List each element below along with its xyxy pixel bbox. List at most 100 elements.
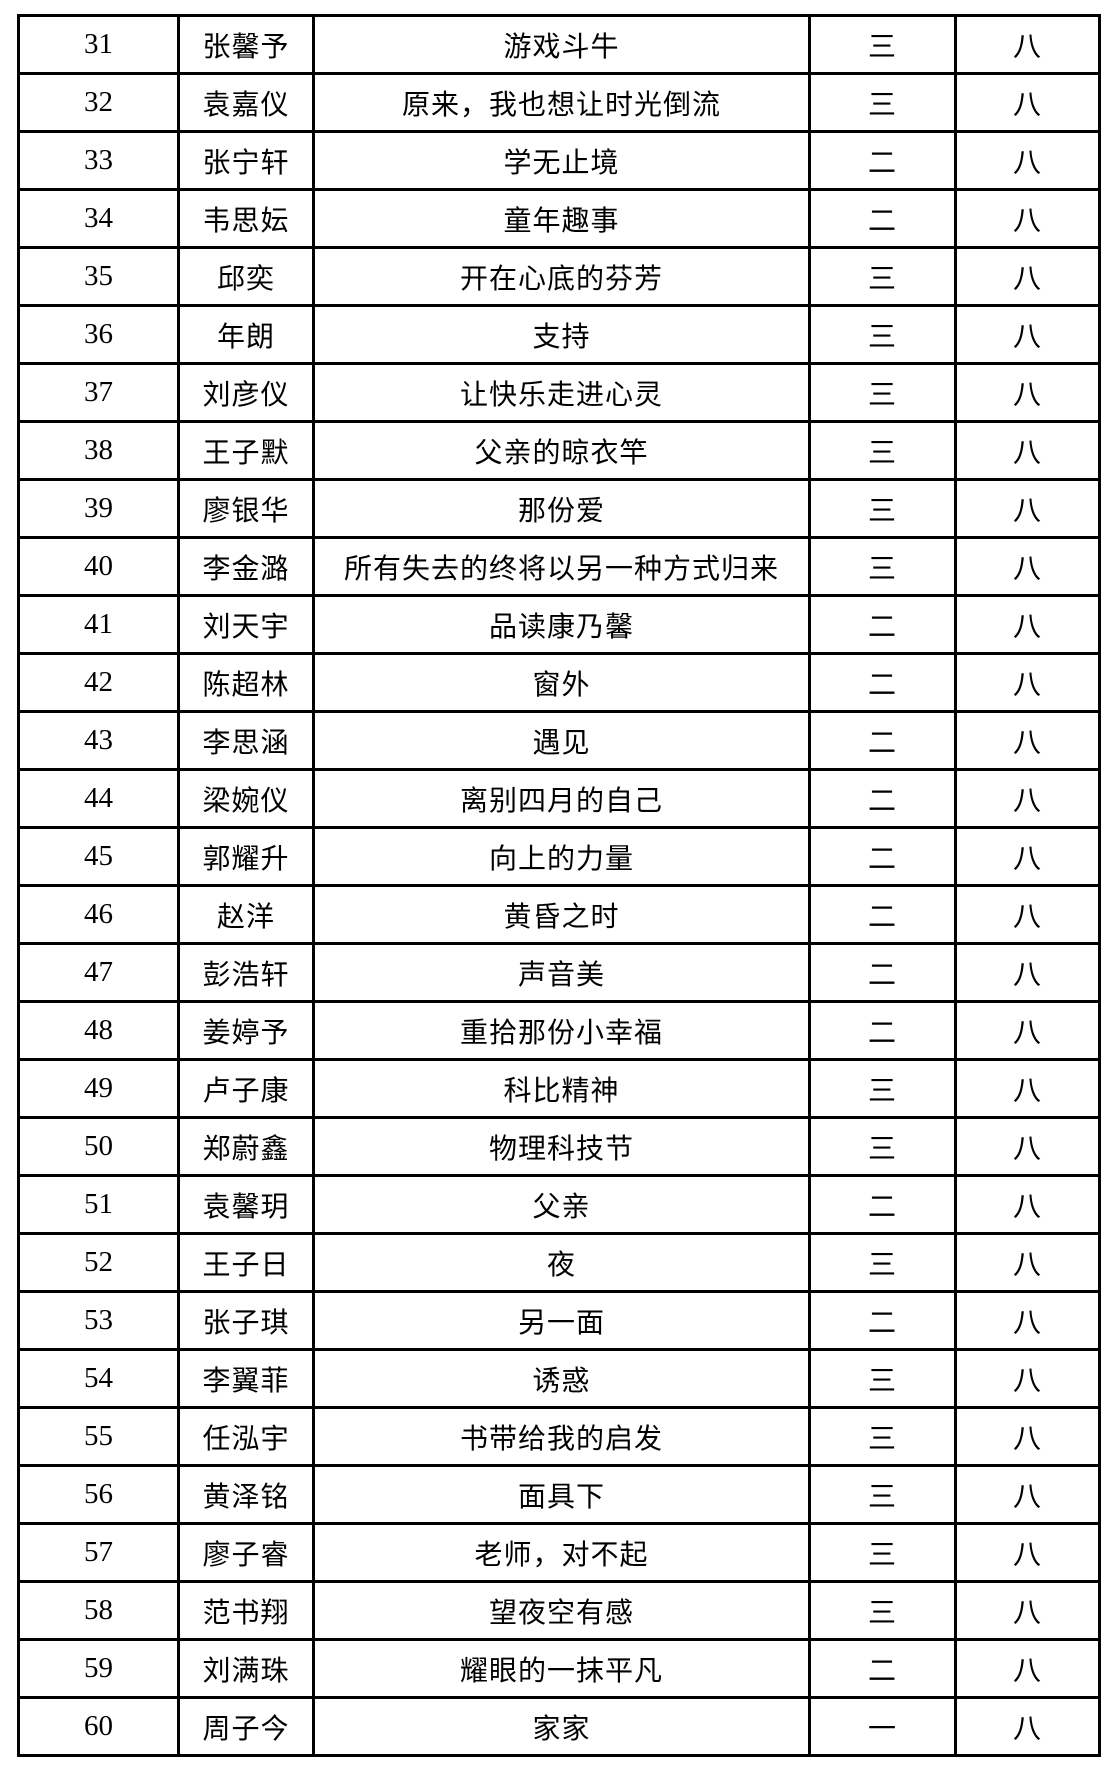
student-name-cell: 年朗 [177, 304, 315, 365]
award-level-cell: 二 [808, 710, 957, 771]
student-name-cell: 任泓宇 [177, 1406, 315, 1467]
grade-cell: 八 [954, 594, 1101, 655]
table-row: 36 年朗 支持三八 [17, 304, 1101, 365]
essay-title-cell: 书带给我的启发 [312, 1406, 811, 1467]
table-row: 57 廖子睿 老师，对不起三八 [17, 1522, 1101, 1583]
table-row: 47 彭浩轩 声音美二八 [17, 942, 1101, 1003]
student-name-cell: 刘天宇 [177, 594, 315, 655]
row-number-cell: 40 [17, 536, 180, 597]
student-name-cell: 李金潞 [177, 536, 315, 597]
award-level-cell: 三 [808, 1058, 957, 1119]
essay-title-cell: 让快乐走进心灵 [312, 362, 811, 423]
row-number-cell: 59 [17, 1638, 180, 1699]
table-row: 53 张子琪 另一面二八 [17, 1290, 1101, 1351]
award-level-cell: 二 [808, 130, 957, 191]
student-name-cell: 廖银华 [177, 478, 315, 539]
table-row: 32 袁嘉仪 原来，我也想让时光倒流三八 [17, 72, 1101, 133]
award-level-cell: 二 [808, 1290, 957, 1351]
row-number-cell: 33 [17, 130, 180, 191]
table-row: 48 姜婷予 重拾那份小幸福二八 [17, 1000, 1101, 1061]
grade-cell: 八 [954, 72, 1101, 133]
grade-cell: 八 [954, 188, 1101, 249]
row-number-cell: 34 [17, 188, 180, 249]
award-level-cell: 三 [808, 1406, 957, 1467]
essay-title-cell: 物理科技节 [312, 1116, 811, 1177]
essay-title-cell: 支持 [312, 304, 811, 365]
award-level-cell: 三 [808, 14, 957, 75]
award-level-cell: 二 [808, 884, 957, 945]
essay-title-cell: 家家 [312, 1696, 811, 1757]
table-row: 43 李思涵 遇见二八 [17, 710, 1101, 771]
essay-title-cell: 向上的力量 [312, 826, 811, 887]
award-level-cell: 三 [808, 362, 957, 423]
table-row: 35 邱奕 开在心底的芬芳三八 [17, 246, 1101, 307]
table-row: 51 袁馨玥 父亲二八 [17, 1174, 1101, 1235]
award-level-cell: 一 [808, 1696, 957, 1757]
table-row: 46 赵洋 黄昏之时二八 [17, 884, 1101, 945]
essay-title-cell: 望夜空有感 [312, 1580, 811, 1641]
student-name-cell: 刘彦仪 [177, 362, 315, 423]
row-number-cell: 55 [17, 1406, 180, 1467]
row-number-cell: 58 [17, 1580, 180, 1641]
essay-title-cell: 窗外 [312, 652, 811, 713]
student-name-cell: 李翼菲 [177, 1348, 315, 1409]
grade-cell: 八 [954, 536, 1101, 597]
row-number-cell: 45 [17, 826, 180, 887]
grade-cell: 八 [954, 14, 1101, 75]
award-level-cell: 二 [808, 652, 957, 713]
award-level-cell: 三 [808, 1116, 957, 1177]
grade-cell: 八 [954, 1232, 1101, 1293]
award-level-cell: 二 [808, 942, 957, 1003]
essay-title-cell: 所有失去的终将以另一种方式归来 [312, 536, 811, 597]
student-name-cell: 彭浩轩 [177, 942, 315, 1003]
grade-cell: 八 [954, 130, 1101, 191]
grade-cell: 八 [954, 884, 1101, 945]
student-name-cell: 邱奕 [177, 246, 315, 307]
table-row: 59 刘满珠 耀眼的一抹平凡二八 [17, 1638, 1101, 1699]
grade-cell: 八 [954, 246, 1101, 307]
table-row: 56 黄泽铭 面具下三八 [17, 1464, 1101, 1525]
award-level-cell: 三 [808, 1580, 957, 1641]
row-number-cell: 46 [17, 884, 180, 945]
student-name-cell: 郭耀升 [177, 826, 315, 887]
essay-title-cell: 诱惑 [312, 1348, 811, 1409]
student-name-cell: 梁婉仪 [177, 768, 315, 829]
student-name-cell: 张宁轩 [177, 130, 315, 191]
essay-title-cell: 科比精神 [312, 1058, 811, 1119]
row-number-cell: 43 [17, 710, 180, 771]
essay-title-cell: 老师，对不起 [312, 1522, 811, 1583]
award-level-cell: 二 [808, 1638, 957, 1699]
student-name-cell: 黄泽铭 [177, 1464, 315, 1525]
essay-title-cell: 耀眼的一抹平凡 [312, 1638, 811, 1699]
row-number-cell: 57 [17, 1522, 180, 1583]
grade-cell: 八 [954, 710, 1101, 771]
essay-title-cell: 重拾那份小幸福 [312, 1000, 811, 1061]
table-row: 41 刘天宇 品读康乃馨二八 [17, 594, 1101, 655]
grade-cell: 八 [954, 1696, 1101, 1757]
row-number-cell: 54 [17, 1348, 180, 1409]
award-level-cell: 三 [808, 1522, 957, 1583]
essay-title-cell: 父亲的晾衣竿 [312, 420, 811, 481]
row-number-cell: 35 [17, 246, 180, 307]
table-row: 49 卢子康 科比精神三八 [17, 1058, 1101, 1119]
award-level-cell: 二 [808, 594, 957, 655]
table-row: 39 廖银华 那份爱三八 [17, 478, 1101, 539]
row-number-cell: 38 [17, 420, 180, 481]
row-number-cell: 52 [17, 1232, 180, 1293]
student-name-cell: 廖子睿 [177, 1522, 315, 1583]
row-number-cell: 48 [17, 1000, 180, 1061]
essay-title-cell: 离别四月的自己 [312, 768, 811, 829]
award-level-cell: 二 [808, 1174, 957, 1235]
essay-title-cell: 童年趣事 [312, 188, 811, 249]
table-row: 45 郭耀升 向上的力量二八 [17, 826, 1101, 887]
essay-title-cell: 夜 [312, 1232, 811, 1293]
table-row: 55 任泓宇 书带给我的启发三八 [17, 1406, 1101, 1467]
table-row: 33 张宁轩 学无止境二八 [17, 130, 1101, 191]
award-level-cell: 三 [808, 72, 957, 133]
grade-cell: 八 [954, 1290, 1101, 1351]
student-name-cell: 李思涵 [177, 710, 315, 771]
row-number-cell: 60 [17, 1696, 180, 1757]
row-number-cell: 44 [17, 768, 180, 829]
grade-cell: 八 [954, 1058, 1101, 1119]
